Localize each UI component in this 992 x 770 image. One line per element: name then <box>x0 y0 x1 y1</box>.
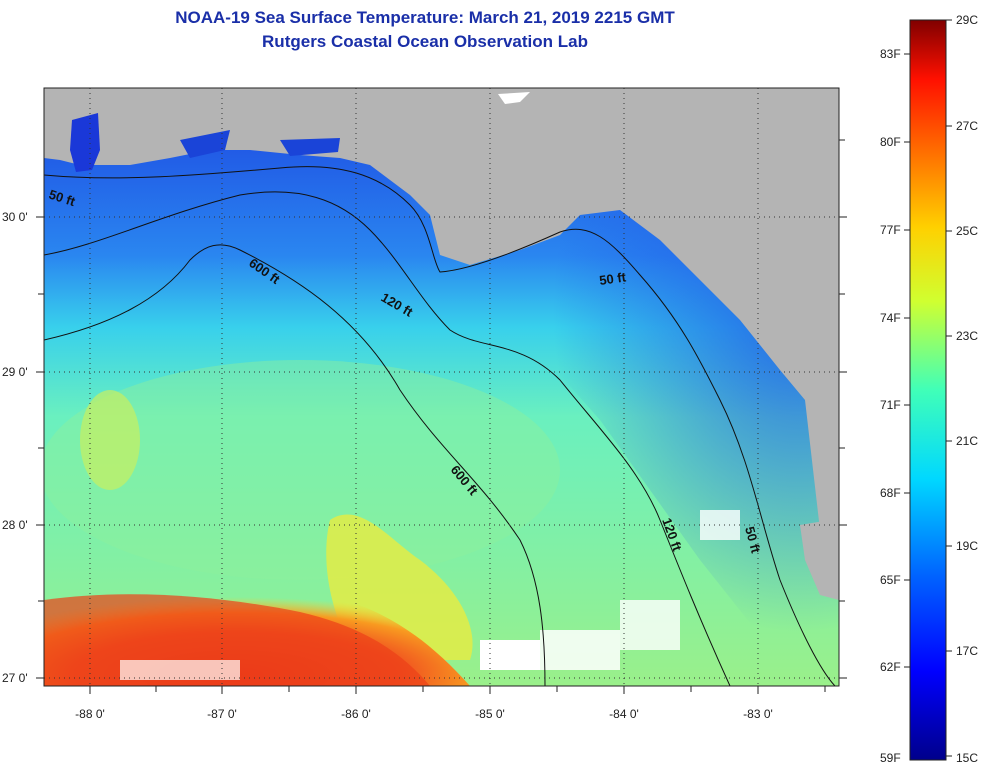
bay-water <box>180 130 230 158</box>
lon-label-83: -83 0' <box>743 707 773 721</box>
cb-label-25c: 25C <box>956 224 978 238</box>
cb-label-21c: 21C <box>956 434 978 448</box>
cb-label-65f: 65F <box>880 573 901 587</box>
cb-label-15c: 15C <box>956 751 978 765</box>
map-frame <box>43 87 840 687</box>
lon-label-85: -85 0' <box>475 707 505 721</box>
cb-label-62f: 62F <box>880 660 901 674</box>
mobile-bay <box>70 113 100 172</box>
cloud-specks <box>120 510 740 680</box>
cb-label-17c: 17C <box>956 644 978 658</box>
cb-label-77f: 77F <box>880 223 901 237</box>
bay-water-2 <box>280 138 340 156</box>
cb-label-23c: 23C <box>956 329 978 343</box>
colorbar-ticks <box>904 19 952 757</box>
land <box>44 88 839 540</box>
cb-label-59f: 59F <box>880 751 901 765</box>
cb-label-68f: 68F <box>880 486 901 500</box>
cb-label-19c: 19C <box>956 539 978 553</box>
axis-ticks <box>36 139 847 694</box>
cb-label-80f: 80F <box>880 135 901 149</box>
lat-label-28: 28 0' <box>2 518 28 532</box>
mid-zone <box>44 360 560 580</box>
colorbar <box>909 19 947 761</box>
lon-label-86: -86 0' <box>341 707 371 721</box>
cb-label-71f: 71F <box>880 398 901 412</box>
cb-label-29c: 29C <box>956 13 978 27</box>
lon-label-84: -84 0' <box>609 707 639 721</box>
map-title: NOAA-19 Sea Surface Temperature: March 2… <box>175 8 675 27</box>
yellow-eddy <box>80 390 140 490</box>
cb-label-27c: 27C <box>956 119 978 133</box>
cb-label-83f: 83F <box>880 47 901 61</box>
contour-label-50ft-east: 50 ft <box>598 269 627 288</box>
map-subtitle: Rutgers Coastal Ocean Observation Lab <box>262 32 588 51</box>
lon-label-88: -88 0' <box>75 707 105 721</box>
inland-water <box>498 92 530 104</box>
lat-label-27: 27 0' <box>2 671 28 685</box>
depth-contours <box>44 166 836 686</box>
lat-label-30: 30 0' <box>2 210 28 224</box>
lon-label-87: -87 0' <box>207 707 237 721</box>
cb-label-74f: 74F <box>880 311 901 325</box>
map-area: 50 ft 50 ft 50 ft 120 ft 120 ft 600 ft 6… <box>44 88 839 686</box>
lat-label-29: 29 0' <box>2 365 28 379</box>
contour-label-50ft-south: 50 ft <box>742 525 764 555</box>
florida-peninsula <box>800 520 839 600</box>
